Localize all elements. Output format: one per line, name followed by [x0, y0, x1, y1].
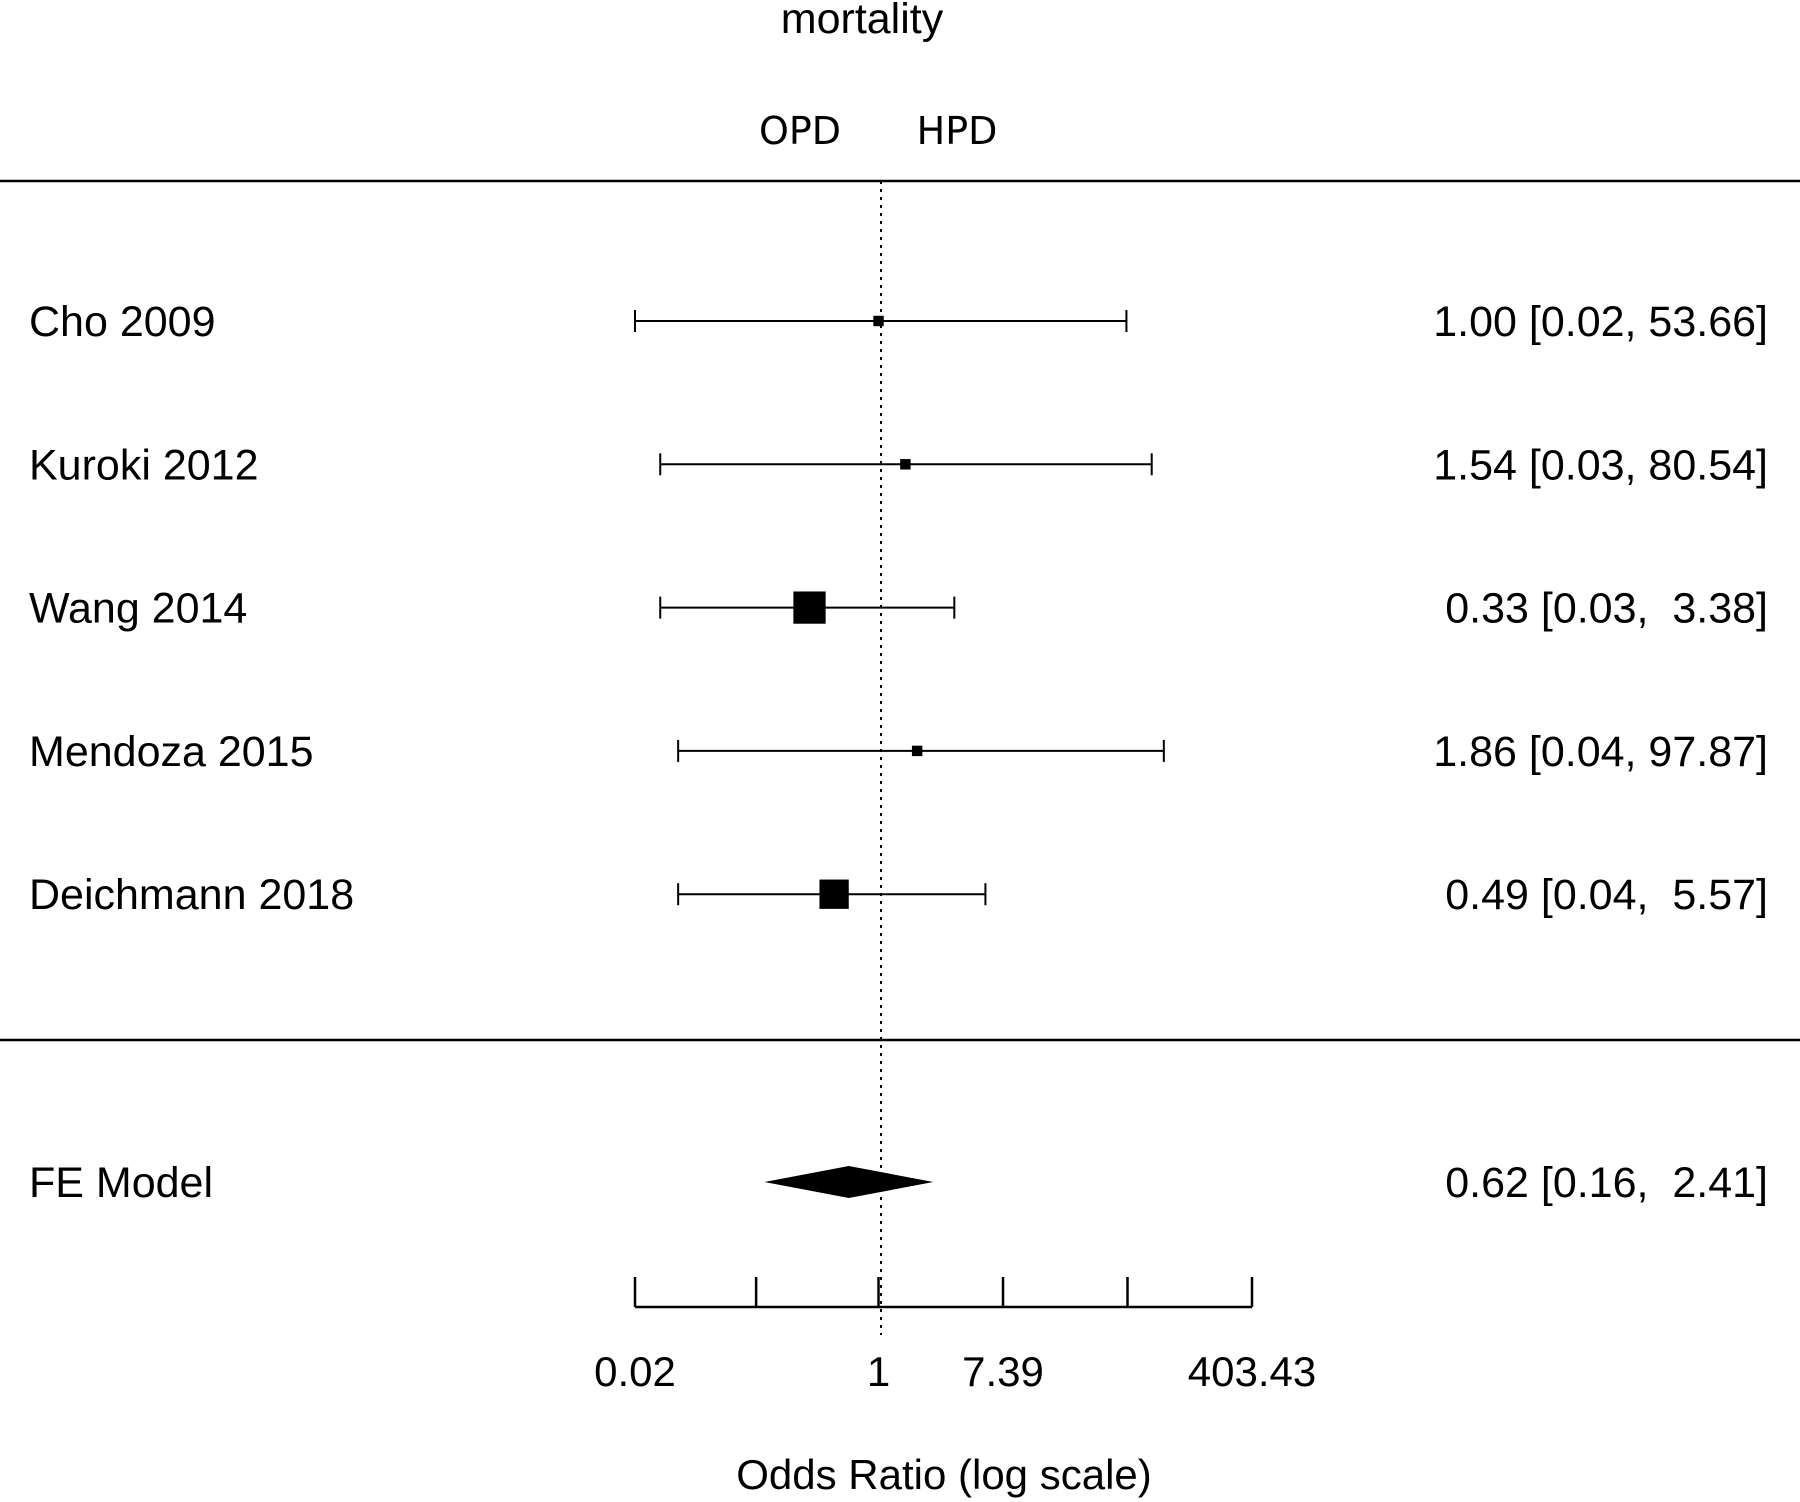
study-label: Mendoza 2015 [29, 728, 314, 776]
study-label: Cho 2009 [29, 298, 216, 346]
axis-tick-label: 7.39 [962, 1348, 1044, 1395]
effect-text: 0.33 [0.03, 3.38] [1445, 585, 1768, 633]
effect-text: 1.86 [0.04, 97.87] [1433, 728, 1768, 776]
effect-text: 1.00 [0.02, 53.66] [1433, 298, 1768, 346]
study-row: Cho 2009 1.00 [0.02, 53.66] [29, 298, 1768, 346]
effect-marker [911, 745, 923, 757]
effect-text: 0.49 [0.04, 5.57] [1445, 871, 1768, 919]
direction-label-right: HPD [917, 109, 998, 153]
study-row: Wang 2014 0.33 [0.03, 3.38] [29, 585, 1768, 633]
study-row: Mendoza 2015 1.86 [0.04, 97.87] [29, 728, 1768, 776]
summary-text: 0.62 [0.16, 2.41] [1445, 1159, 1768, 1207]
summary-row: FE Model 0.62 [0.16, 2.41] [29, 1159, 1768, 1207]
study-label: Kuroki 2012 [29, 441, 259, 489]
axis-tick-label: 1 [867, 1348, 890, 1395]
effect-marker [900, 459, 911, 470]
study-row: Kuroki 2012 1.54 [0.03, 80.54] [29, 441, 1768, 489]
effect-marker [793, 591, 826, 624]
chart-title: mortality [781, 0, 944, 43]
axis-tick-label: 403.43 [1188, 1348, 1316, 1395]
study-rows: Cho 2009 1.00 [0.02, 53.66] Kuroki 2012 1.5… [29, 298, 1768, 919]
effect-marker [873, 315, 884, 327]
study-row: Deichmann 2018 0.49 [0.04, 5.57] [29, 871, 1768, 919]
effect-marker [819, 879, 849, 909]
axis-tick-label: 0.02 [594, 1348, 676, 1395]
summary-label: FE Model [29, 1159, 213, 1207]
effect-text: 1.54 [0.03, 80.54] [1433, 441, 1768, 489]
study-label: Deichmann 2018 [29, 871, 354, 919]
summary-diamond [764, 1166, 934, 1198]
study-label: Wang 2014 [29, 585, 247, 633]
x-axis-label: Odds Ratio (log scale) [736, 1451, 1152, 1498]
direction-label-left: OPD [759, 109, 841, 153]
x-axis: 0.02 1 7.39 403.43 [594, 1277, 1316, 1395]
